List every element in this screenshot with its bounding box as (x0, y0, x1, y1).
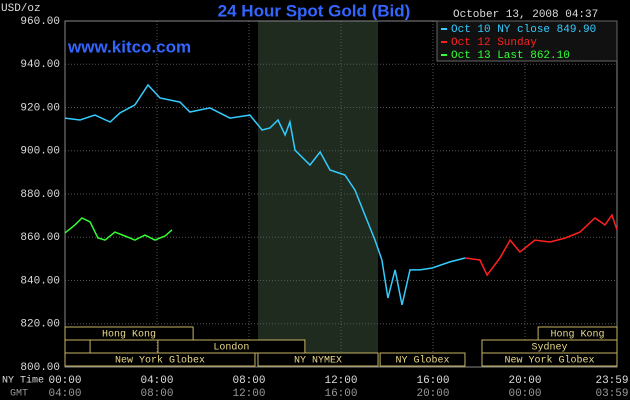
x-tick-label: 16:00 (416, 375, 449, 387)
series-line (64, 83, 466, 306)
x2-tick-label: 08:00 (140, 388, 173, 400)
x-tick-label: 04:00 (140, 375, 173, 387)
series-line (64, 217, 173, 241)
y-axis-label: USD/oz (1, 3, 41, 15)
x-tick-label: 08:00 (232, 375, 265, 387)
series-line (464, 213, 618, 277)
y-tick-label: 860.00 (20, 232, 60, 244)
session-box (379, 352, 466, 367)
chart-title: 24 Hour Spot Gold (Bid) (218, 1, 411, 20)
session-label: London (213, 342, 249, 354)
session-label: New York Globex (115, 355, 205, 367)
session-box (64, 339, 91, 354)
session-box (64, 326, 194, 341)
y-tick-label: 840.00 (20, 275, 60, 287)
legend-label: Oct 13 Last 862.10 (451, 50, 570, 62)
y-tick-label: 820.00 (20, 319, 60, 331)
timestamp: October 13, 2008 04:37 (453, 9, 598, 21)
website: www.kitco.com (67, 37, 191, 56)
session-box (257, 352, 379, 367)
x-axis-label: NY Time (2, 375, 44, 387)
session-label: Sydney (531, 342, 567, 354)
session-label: New York Globex (504, 355, 594, 367)
x2-axis-label: GMT (10, 389, 28, 400)
x2-tick-label: 00:00 (508, 388, 541, 400)
y-tick-label: 940.00 (20, 59, 60, 71)
x2-tick-label: 03:59 (595, 388, 628, 400)
x-tick-label: 12:00 (324, 375, 357, 387)
session-label: Hong Kong (102, 330, 156, 341)
session-label: NY Globex (396, 355, 450, 367)
x-tick-label: 20:00 (508, 375, 541, 387)
legend-label: Oct 12 Sunday (451, 37, 537, 49)
x-tick-label: 00:00 (48, 375, 81, 387)
y-tick-label: 920.00 (20, 102, 60, 114)
session-box (481, 352, 618, 367)
legend-box (436, 20, 618, 62)
plot-border (64, 20, 618, 368)
legend-label: Oct 10 NY close 849.90 (451, 24, 596, 36)
session-label: NY NYMEX (294, 356, 342, 367)
x2-tick-label: 20:00 (416, 388, 449, 400)
y-tick-label: 800.00 (20, 362, 60, 374)
session-label: Hong Kong (551, 330, 605, 341)
y-tick-label: 900.00 (20, 146, 60, 158)
y-tick-label: 960.00 (20, 16, 60, 28)
x2-tick-label: 04:00 (48, 388, 81, 400)
x2-tick-label: 12:00 (232, 388, 265, 400)
session-box (64, 352, 256, 367)
y-tick-label: 880.00 (20, 189, 60, 201)
x2-tick-label: 16:00 (324, 388, 357, 400)
x-tick-label: 23:59 (595, 375, 628, 387)
